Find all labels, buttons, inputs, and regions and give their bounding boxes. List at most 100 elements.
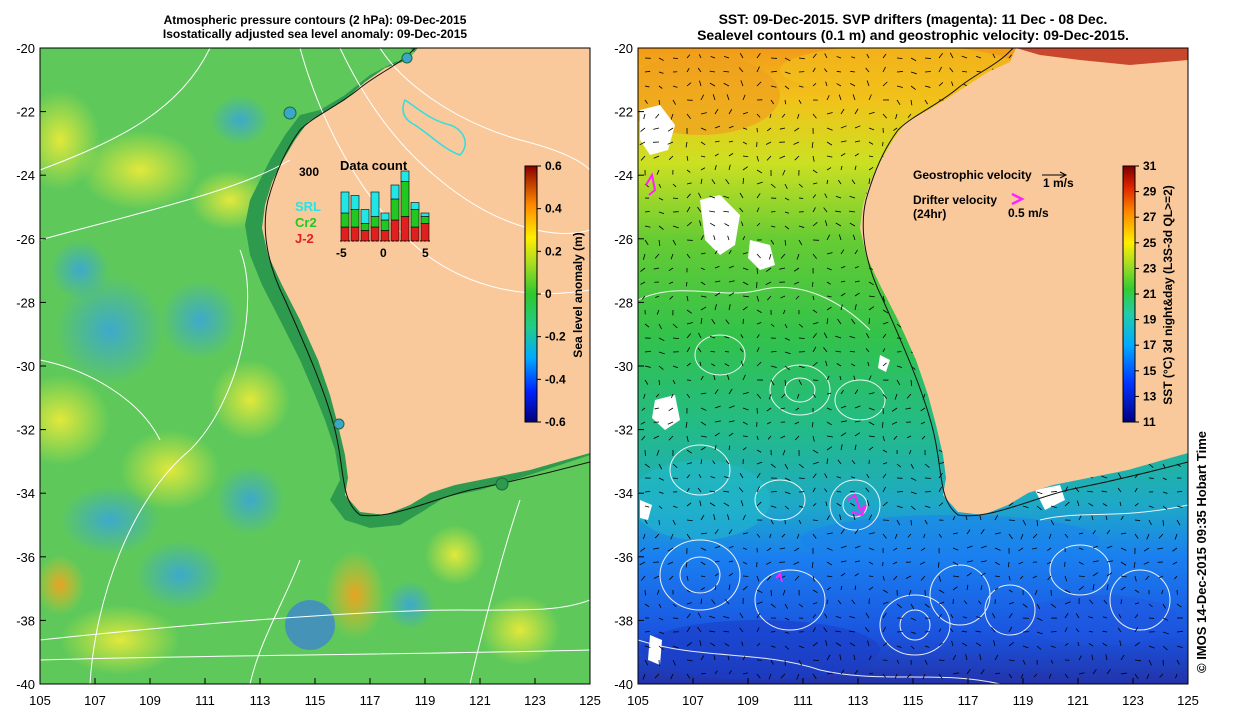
velocity-arrow (924, 659, 928, 665)
velocity-arrow (910, 99, 913, 106)
velocity-arrow (1078, 532, 1084, 535)
velocity-arrow (826, 547, 833, 551)
velocity-arrow (980, 545, 987, 549)
velocity-arrow (910, 463, 914, 469)
velocity-arrow (770, 645, 776, 648)
inset-bar-j2 (410, 226, 420, 242)
velocity-arrow (658, 463, 663, 470)
velocity-arrow (714, 250, 718, 255)
warm-north-coast (1016, 48, 1188, 65)
velocity-arrow (1119, 501, 1122, 507)
velocity-arrow (644, 631, 650, 633)
left-xtick-label: 109 (139, 693, 161, 708)
left-xtick-label: 107 (84, 693, 106, 708)
velocity-arrow (658, 617, 664, 621)
velocity-arrow (784, 365, 790, 371)
velocity-arrow (728, 572, 734, 577)
right-xtick-label: 115 (903, 693, 924, 708)
left-xtick-label: 123 (524, 693, 546, 708)
velocity-arrow (709, 222, 716, 227)
velocity-arrow (1008, 502, 1014, 507)
left-map (40, 48, 590, 684)
velocity-arrow (994, 654, 999, 661)
velocity-arrow (667, 127, 674, 132)
velocity-arrow (640, 127, 646, 132)
velocity-arrow (868, 655, 872, 661)
velocity-arrow (784, 225, 790, 230)
velocity-arrow (1092, 545, 1098, 549)
velocity-arrow (700, 514, 705, 521)
velocity-arrow (1134, 673, 1139, 680)
inset-bar-j2 (370, 226, 380, 242)
velocity-arrow (840, 292, 846, 297)
velocity-arrow (839, 375, 842, 381)
velocity-arrow (812, 182, 818, 185)
velocity-arrow (644, 323, 650, 328)
velocity-arrow (713, 514, 716, 521)
velocity-arrow (798, 85, 804, 88)
velocity-arrow (686, 206, 691, 213)
velocity-arrow (784, 463, 789, 470)
velocity-arrow (1050, 659, 1054, 664)
velocity-arrow (1088, 643, 1094, 647)
velocity-arrow (1088, 630, 1094, 633)
velocity-arrow (854, 560, 861, 563)
velocity-arrow (965, 654, 968, 661)
velocity-arrow (951, 640, 954, 647)
velocity-arrow (1148, 463, 1154, 468)
velocity-arrow (1018, 561, 1024, 565)
velocity-arrow (952, 532, 958, 535)
velocity-arrow (639, 561, 646, 566)
velocity-arrow (826, 587, 832, 591)
velocity-arrow (812, 435, 815, 442)
velocity-arrow (768, 393, 772, 400)
velocity-arrow (742, 656, 746, 661)
velocity-arrow (686, 673, 691, 679)
velocity-arrow (866, 80, 870, 87)
velocity-arrow (1134, 533, 1139, 539)
velocity-arrow (756, 393, 762, 399)
velocity-arrow (1008, 589, 1013, 593)
velocity-arrow (1075, 613, 1080, 619)
velocity-arrow (882, 362, 887, 367)
velocity-arrow (1118, 472, 1122, 479)
velocity-arrow (672, 519, 676, 526)
velocity-arrow (728, 388, 733, 395)
velocity-arrow (896, 491, 903, 493)
velocity-arrow (812, 461, 819, 465)
velocity-arrow (756, 601, 763, 605)
velocity-arrow (1145, 575, 1150, 581)
velocity-arrow (1050, 645, 1056, 648)
velocity-arrow (724, 351, 730, 353)
velocity-arrow (784, 491, 791, 495)
left-ytick-label: -28 (16, 295, 35, 310)
velocity-arrow (868, 547, 875, 551)
velocity-arrow (658, 197, 664, 201)
velocity-arrow (741, 221, 744, 227)
velocity-arrow (840, 432, 847, 437)
velocity-arrow (793, 267, 800, 272)
velocity-arrow (644, 225, 651, 228)
velocity-arrow (756, 322, 762, 325)
velocity-arrow (700, 318, 703, 325)
velocity-arrow (713, 655, 716, 661)
velocity-arrow (713, 235, 716, 241)
velocity-arrow (1143, 547, 1150, 552)
velocity-arrow (739, 207, 744, 213)
velocity-arrow (698, 54, 702, 59)
velocity-arrow (840, 153, 846, 157)
sst-colorbar-label: SST (°C) 3d night&day (L3S-3d QL>=2) (1161, 185, 1175, 405)
velocity-arrow (826, 515, 830, 521)
velocity-arrow (882, 421, 884, 428)
velocity-arrow (812, 673, 817, 680)
velocity-arrow (641, 435, 646, 441)
velocity-arrow (685, 421, 688, 428)
velocity-arrow (994, 547, 1001, 551)
velocity-arrow (812, 113, 817, 119)
velocity-arrow (1036, 603, 1041, 610)
velocity-arrow (782, 589, 786, 596)
velocity-arrow (669, 295, 674, 300)
velocity-arrow (784, 183, 788, 190)
velocity-arrow (655, 393, 660, 398)
velocity-arrow (836, 56, 842, 59)
